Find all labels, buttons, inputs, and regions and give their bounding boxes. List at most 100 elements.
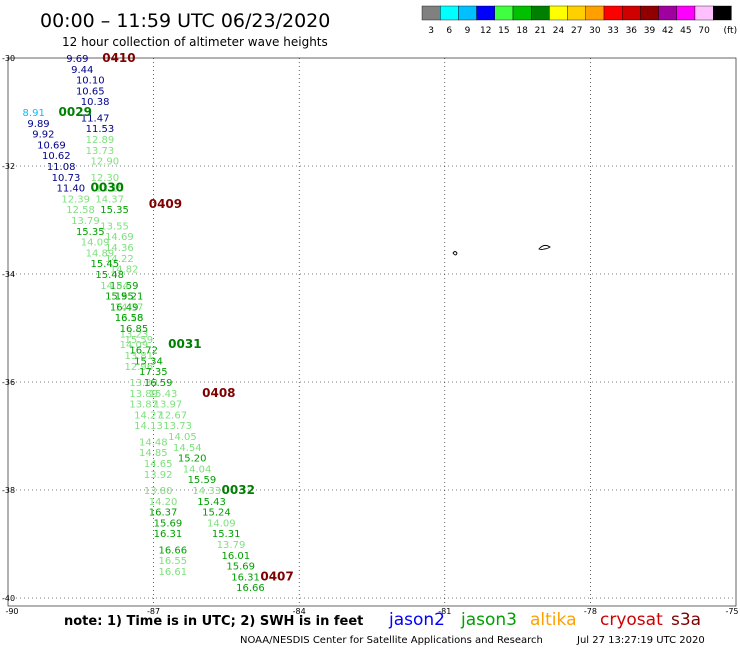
footer-note: note: 1) Time is in UTC; 2) SWH is in fe… <box>64 614 363 629</box>
legend-swatch <box>694 5 714 21</box>
wave-height-label: 14.33 <box>192 486 221 497</box>
satellite-label: s3a <box>671 610 701 630</box>
legend-label: 3 <box>428 26 434 36</box>
wave-height-label: 17.35 <box>139 367 168 378</box>
map-border <box>7 57 737 607</box>
wave-height-label: 15.45 <box>91 259 120 270</box>
wave-height-label: 16.59 <box>144 378 173 389</box>
wave-height-label: 15.95 <box>105 292 134 303</box>
wave-height-label: 14.09 <box>120 340 149 351</box>
wave-height-label: 10.62 <box>42 151 71 162</box>
pass-time-label: 0030 <box>91 181 124 195</box>
wave-height-label: 14.13 <box>134 421 163 432</box>
legend-swatch <box>531 5 550 21</box>
figure-title: 00:00 – 11:59 UTC 06/23/2020 <box>40 10 330 32</box>
legend-label: 27 <box>571 26 582 36</box>
legend-label: 42 <box>662 26 673 36</box>
wave-height-label: 14.69 <box>105 232 134 243</box>
wave-height-label: 16.37 <box>149 508 178 519</box>
wave-height-label: 12.89 <box>86 135 115 146</box>
satellite-label: altika <box>530 610 577 630</box>
wave-height-label: 13.73 <box>86 146 115 157</box>
altimeter-tracks: 9.699.4410.1010.6510.3811.4711.5312.8913… <box>23 51 294 594</box>
wave-height-label: 13.15 <box>95 184 124 195</box>
wave-height-label: 10.38 <box>81 97 110 108</box>
legend-swatch <box>440 5 459 21</box>
wave-height-label: 10.69 <box>37 140 66 151</box>
wave-height-label: 15.59 <box>110 281 139 292</box>
wave-height-label: 15.59 <box>124 335 153 346</box>
wave-height-label: 13.79 <box>71 216 100 227</box>
pass-time-label: 0410 <box>102 51 135 65</box>
map-panel: -30 -32 -34 -36 -38 -40 -90 -87 -84 -81 -78 -75 9.6… <box>2 51 739 616</box>
legend-swatch <box>549 5 568 21</box>
y-tick-label: -34 <box>2 270 15 279</box>
wave-height-label: 13.80 <box>144 486 173 497</box>
wave-height-label: 8.91 <box>23 108 45 119</box>
wave-height-label: 16.01 <box>222 551 251 562</box>
pass-time-label: 0031 <box>168 337 201 351</box>
wave-height-label: 13.81 <box>124 351 153 362</box>
wave-height-label: 15.59 <box>188 475 217 486</box>
wave-height-label: 12.67 <box>158 410 187 421</box>
x-tick-label: -84 <box>293 607 306 616</box>
wave-height-label: 16.72 <box>129 346 158 357</box>
legend-label: 18 <box>516 26 528 36</box>
wave-height-label: 13.89 <box>129 389 158 400</box>
wave-height-label: 15.35 <box>76 227 105 238</box>
pass-time-label: 0408 <box>202 386 235 400</box>
wave-height-label: 15.24 <box>202 508 231 519</box>
wave-height-label: 15.31 <box>212 529 241 540</box>
legend-label: 12 <box>480 26 491 36</box>
wave-height-label: 11.47 <box>81 113 110 124</box>
wave-height-label: 14.20 <box>149 497 178 508</box>
legend-label: 45 <box>680 26 691 36</box>
wave-height-label: 15.20 <box>178 454 207 465</box>
wave-height-label: 16.66 <box>158 545 187 556</box>
wave-height-label: 14.54 <box>173 443 202 454</box>
wave-height-label: 12.90 <box>91 157 120 168</box>
wave-height-label: 14.37 <box>95 194 124 205</box>
island-shape <box>452 251 458 256</box>
wave-height-label: 9.92 <box>32 130 54 141</box>
wave-height-label: 13.87 <box>129 400 158 411</box>
wave-height-label: 10.10 <box>76 76 105 87</box>
footer-timestamp: Jul 27 13:27:19 UTC 2020 <box>576 635 705 646</box>
figure-subtitle: 12 hour collection of altimeter wave hei… <box>62 35 328 49</box>
wave-height-label: 15.35 <box>100 205 129 216</box>
wave-height-label: 15.43 <box>149 389 178 400</box>
wave-height-label: 15.21 <box>115 292 144 303</box>
wave-height-label: 13.97 <box>154 400 183 411</box>
legend-swatch <box>658 5 677 21</box>
legend-swatch <box>476 5 496 21</box>
wave-height-label: 14.22 <box>105 254 134 265</box>
wave-height-label: 16.66 <box>236 583 265 594</box>
wave-height-label: 14.82 <box>110 265 139 276</box>
wave-height-label: 15.69 <box>154 518 183 529</box>
wave-height-label: 14.84 <box>100 281 129 292</box>
y-tick-label: -32 <box>2 162 15 171</box>
wave-height-label: 14.09 <box>207 518 236 529</box>
legend-swatch <box>421 5 441 21</box>
wave-height-label: 16.58 <box>115 313 144 324</box>
legend-swatch <box>512 5 532 21</box>
x-tick-label: -78 <box>584 607 597 616</box>
wave-height-label: 14.85 <box>139 448 168 459</box>
wave-height-label: 15.48 <box>95 270 124 281</box>
legend-label: 36 <box>626 26 638 36</box>
wave-height-label: 13.16 <box>115 313 144 324</box>
island-shape <box>538 244 551 250</box>
wave-height-label: 13.92 <box>144 470 173 481</box>
legend-label: 39 <box>644 26 656 36</box>
legend-swatch <box>713 5 732 21</box>
wave-height-label: 15.69 <box>226 562 255 573</box>
axis-ticks: -30 -32 -34 -36 -38 -40 -90 -87 -84 -81 -78 -75 <box>2 54 739 616</box>
x-tick-label: -87 <box>147 607 160 616</box>
wave-height-label: 12.58 <box>66 205 95 216</box>
y-tick-label: -36 <box>2 378 15 387</box>
y-tick-label: -30 <box>2 54 15 63</box>
satellite-label: jason3 <box>460 610 517 630</box>
legend-label: 15 <box>498 26 509 36</box>
